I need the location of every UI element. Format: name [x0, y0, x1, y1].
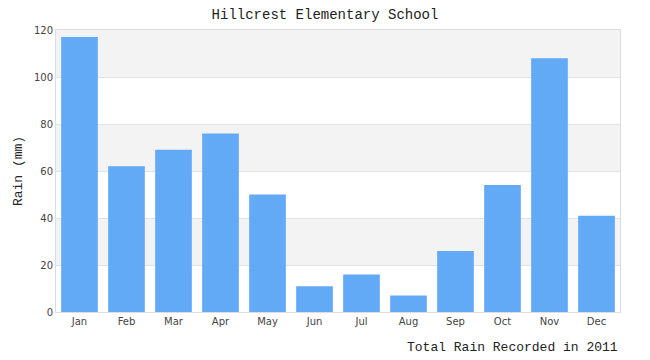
- svg-text:Total Rain Recorded in 2011: Total Rain Recorded in 2011: [407, 340, 618, 355]
- svg-text:40: 40: [40, 213, 53, 224]
- svg-text:Oct: Oct: [494, 316, 511, 327]
- svg-text:Dec: Dec: [587, 316, 606, 327]
- svg-text:80: 80: [40, 119, 53, 130]
- svg-text:Feb: Feb: [118, 316, 136, 327]
- svg-text:Sep: Sep: [446, 316, 465, 327]
- svg-text:0: 0: [47, 307, 53, 318]
- svg-text:Rain (mm): Rain (mm): [11, 136, 26, 206]
- svg-text:Jul: Jul: [354, 316, 367, 327]
- svg-text:May: May: [257, 316, 278, 327]
- svg-text:100: 100: [34, 72, 53, 83]
- svg-text:120: 120: [34, 25, 53, 36]
- svg-text:Aug: Aug: [399, 316, 419, 327]
- svg-text:Hillcrest Elementary School: Hillcrest Elementary School: [212, 7, 439, 23]
- svg-text:Nov: Nov: [540, 316, 560, 327]
- svg-text:Apr: Apr: [212, 316, 230, 327]
- svg-text:20: 20: [40, 260, 53, 271]
- svg-text:Jan: Jan: [71, 316, 87, 327]
- svg-text:Jun: Jun: [306, 316, 323, 327]
- svg-text:Mar: Mar: [164, 316, 184, 327]
- svg-text:60: 60: [40, 166, 53, 177]
